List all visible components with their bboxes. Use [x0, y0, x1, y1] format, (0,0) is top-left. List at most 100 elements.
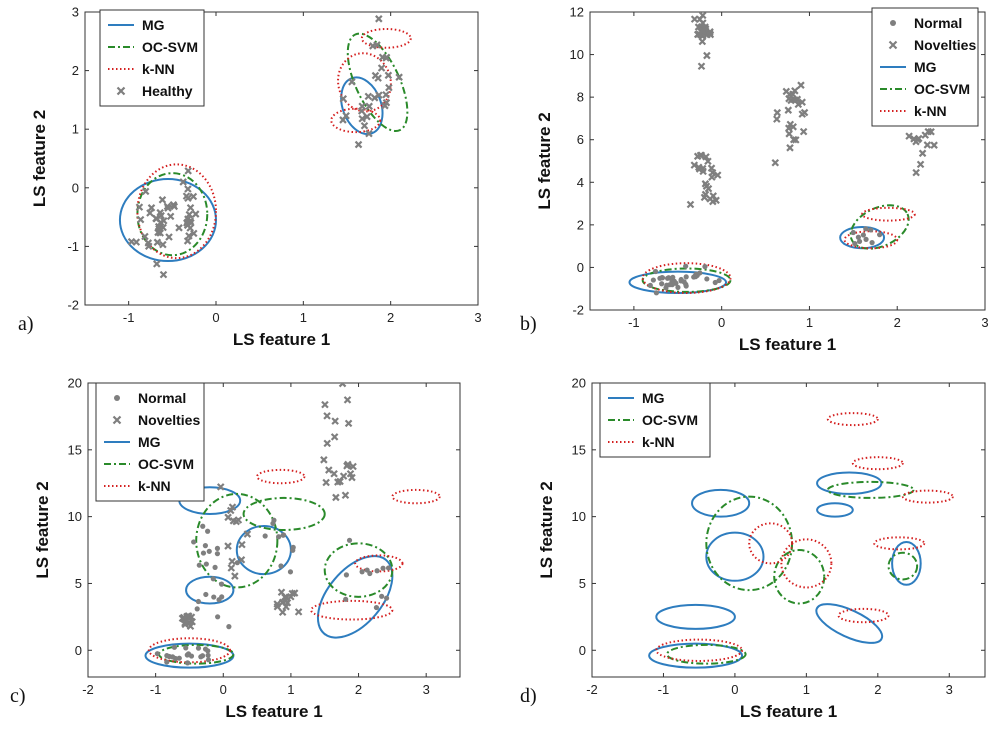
- boundary-knn: [360, 27, 412, 49]
- boundary-ocsvm: [887, 551, 919, 581]
- axes-frame: [84, 11, 479, 306]
- point-normal: [210, 576, 216, 582]
- point-novelties: [330, 469, 338, 478]
- point-healthy: [154, 222, 163, 231]
- point-normal: [359, 569, 365, 575]
- point-normal: [650, 277, 656, 283]
- boundary-knn: [147, 637, 232, 664]
- point-novelties: [713, 171, 722, 179]
- point-normal: [196, 562, 202, 568]
- x-tick-label: 2: [355, 682, 362, 697]
- point-normal: [214, 545, 221, 551]
- point-normal: [200, 523, 206, 529]
- point-healthy: [342, 111, 350, 120]
- point-healthy: [152, 214, 161, 223]
- point-normal: [691, 274, 697, 280]
- point-healthy: [146, 209, 154, 217]
- point-healthy: [135, 203, 144, 211]
- point-novelties: [332, 493, 340, 502]
- point-healthy: [395, 73, 403, 81]
- point-normal: [216, 597, 222, 603]
- point-healthy: [147, 204, 156, 212]
- legend: Normal Novelties MG OC-SVM k-NN: [871, 7, 979, 127]
- point-healthy: [136, 215, 145, 224]
- boundary-mg: [655, 603, 736, 630]
- point-normal: [712, 279, 718, 286]
- point-novelties: [237, 556, 246, 564]
- point-novelties: [771, 158, 780, 167]
- legend: Normal Novelties MG OC-SVM k-NN: [95, 382, 205, 502]
- x-tick-label: 1: [803, 682, 810, 697]
- point-healthy: [374, 74, 382, 82]
- boundary-ocsvm: [826, 480, 915, 499]
- boundary-knn: [873, 536, 926, 551]
- point-normal: [653, 290, 660, 296]
- point-healthy: [158, 196, 167, 204]
- point-novelties: [914, 134, 923, 143]
- point-novelties: [325, 466, 333, 474]
- y-tick-label: 12: [570, 5, 584, 20]
- boundary-knn: [748, 522, 794, 565]
- x-tick-label: 0: [212, 310, 219, 325]
- boundary-knn: [641, 262, 732, 294]
- x-axis-label: LS feature 1: [233, 330, 330, 349]
- x-tick-label: 0: [220, 682, 227, 697]
- point-normal: [198, 654, 204, 660]
- point-healthy: [141, 187, 150, 196]
- point-novelties: [773, 115, 781, 123]
- point-healthy: [191, 210, 200, 218]
- point-novelties: [798, 110, 807, 118]
- point-novelties: [336, 477, 344, 486]
- point-novelties: [348, 473, 356, 482]
- point-healthy: [348, 78, 356, 86]
- y-tick-label: 2: [72, 63, 79, 78]
- point-novelties: [701, 180, 710, 188]
- point-normal: [675, 284, 681, 291]
- y-tick-label: 8: [577, 90, 584, 105]
- point-novelties: [786, 144, 794, 152]
- point-normal: [683, 263, 689, 269]
- point-healthy: [159, 270, 168, 279]
- x-tick-label: 0: [718, 315, 725, 330]
- boundary-knn: [655, 638, 744, 662]
- point-novelties: [918, 149, 927, 158]
- point-normal: [343, 596, 349, 602]
- legend-label: Normal: [914, 15, 962, 31]
- point-normal: [170, 654, 176, 660]
- point-normal: [171, 644, 178, 650]
- point-novelties: [905, 132, 913, 140]
- axes-frame: [591, 382, 986, 678]
- point-normal: [191, 539, 197, 545]
- point-normal: [287, 569, 294, 575]
- legend-label: k-NN: [138, 478, 171, 494]
- point-novelties: [186, 622, 195, 631]
- point-normal: [343, 572, 350, 578]
- point-normal: [704, 276, 710, 282]
- x-tick-label: 2: [387, 310, 394, 325]
- point-healthy: [384, 71, 393, 80]
- point-healthy: [382, 54, 390, 62]
- x-tick-label: -1: [658, 682, 670, 697]
- point-normal: [176, 655, 182, 661]
- point-normal: [195, 645, 202, 651]
- y-tick-label: 10: [570, 47, 584, 62]
- point-novelties: [789, 135, 798, 144]
- point-healthy: [382, 91, 390, 99]
- panel-d: -2 -1 0 1 2 3 0 5 10 15 20 LS feature 1 LS feature 2…: [520, 376, 986, 721]
- y-tick-label: 15: [572, 442, 586, 457]
- point-novelties: [181, 620, 189, 629]
- point-novelties: [930, 141, 938, 149]
- x-axis-label: LS feature 1: [739, 335, 836, 354]
- x-tick-label: 3: [946, 682, 953, 697]
- legend-label: OC-SVM: [138, 456, 194, 472]
- legend-label: Novelties: [914, 37, 976, 53]
- plot-area: [118, 15, 412, 279]
- boundary-knn: [861, 206, 916, 222]
- point-novelties: [238, 540, 246, 549]
- point-healthy: [141, 232, 149, 241]
- y-tick-label: 0: [72, 180, 79, 195]
- point-healthy: [144, 239, 153, 247]
- point-healthy: [358, 114, 366, 123]
- point-normal: [664, 275, 671, 281]
- point-novelties: [916, 160, 925, 169]
